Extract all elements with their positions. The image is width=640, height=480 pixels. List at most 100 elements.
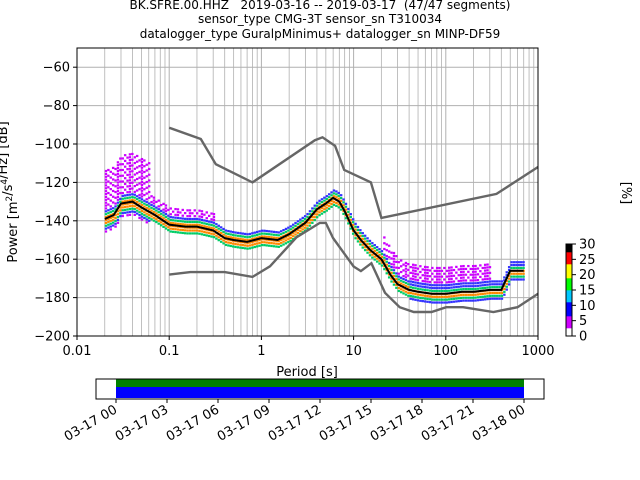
psd-cell	[222, 239, 225, 242]
psd-cell	[431, 295, 434, 298]
psd-cell	[517, 266, 520, 270]
psd-cell	[157, 199, 160, 202]
psd-cell	[212, 221, 216, 224]
psd-cell	[318, 211, 321, 214]
psd-cell	[291, 223, 295, 226]
psd-cell	[275, 233, 278, 237]
psd-cell	[147, 185, 151, 188]
psd-cell	[327, 193, 331, 196]
psd-cell	[479, 284, 482, 287]
psd-cell	[111, 218, 115, 221]
psd-cell	[253, 240, 256, 243]
psd-cell	[135, 195, 139, 198]
psd-cell	[397, 266, 400, 270]
psd-cell	[476, 287, 480, 290]
psd-cell	[483, 283, 487, 287]
psd-cell	[121, 200, 124, 203]
psd-cell	[162, 208, 165, 211]
psd-cell	[104, 172, 108, 175]
psd-cell	[174, 213, 177, 216]
psd-cell	[404, 284, 408, 288]
psd-cell	[140, 215, 144, 218]
psd-cell	[438, 289, 441, 293]
psd-cell	[231, 242, 235, 245]
psd-cell	[143, 170, 146, 174]
psd-cell	[181, 220, 184, 223]
psd-cell	[344, 205, 348, 208]
psd-cell	[203, 222, 206, 225]
psd-cell	[450, 280, 453, 283]
psd-cell	[493, 286, 496, 289]
psd-cell	[116, 201, 120, 204]
psd-cell	[143, 188, 146, 191]
psd-cell	[512, 261, 516, 264]
psd-cell	[243, 244, 247, 247]
psd-cell	[459, 288, 463, 291]
psd-cell	[270, 233, 273, 236]
colorbar-cell	[566, 284, 572, 287]
psd-cell	[239, 246, 242, 249]
psd-cell	[354, 237, 357, 240]
psd-cell	[378, 250, 381, 254]
colorbar-tick-label: 30	[579, 238, 596, 253]
psd-cell	[493, 291, 496, 295]
psd-cell	[119, 209, 122, 212]
colorbar-cell	[566, 316, 572, 319]
psd-cell	[147, 196, 151, 199]
psd-cell	[505, 288, 508, 291]
psd-cell	[423, 300, 427, 303]
psd-cell	[212, 227, 216, 230]
psd-cell	[135, 160, 139, 163]
colorbar-cell	[566, 292, 572, 295]
psd-cell	[183, 229, 187, 232]
psd-cell	[483, 278, 487, 281]
psd-cell	[462, 296, 465, 299]
psd-cell	[491, 297, 494, 300]
colorbar-cell	[566, 300, 572, 303]
psd-cell	[191, 232, 194, 235]
psd-cell	[510, 266, 513, 270]
psd-cell	[193, 226, 196, 229]
psd-cell	[107, 168, 110, 172]
psd-cell	[131, 196, 134, 199]
psd-cell	[126, 205, 129, 208]
psd-cell	[159, 215, 163, 218]
psd-cell	[423, 268, 427, 271]
psd-cell	[277, 237, 280, 240]
psd-cell	[114, 225, 117, 228]
psd-cell	[251, 243, 254, 246]
psd-cell	[186, 232, 189, 235]
psd-cell	[135, 198, 139, 201]
psd-cell	[409, 297, 412, 300]
psd-cell	[397, 278, 400, 281]
psd-cell	[145, 175, 148, 178]
psd-cell	[392, 260, 396, 263]
psd-cell	[128, 164, 132, 167]
psd-cell	[128, 213, 132, 216]
psd-cell	[135, 212, 139, 215]
psd-cell	[474, 267, 477, 270]
colorbar-cell	[566, 294, 572, 297]
psd-cell	[407, 274, 410, 277]
psd-cell	[491, 280, 494, 283]
psd-cell	[239, 237, 242, 241]
psd-cell	[392, 274, 396, 278]
psd-cell	[486, 263, 489, 266]
x-tick-label: 1000	[521, 344, 554, 359]
psd-cell	[217, 239, 220, 242]
psd-cell	[503, 276, 506, 279]
psd-cell	[138, 196, 141, 199]
psd-cell	[229, 233, 232, 236]
psd-cell	[481, 272, 484, 275]
psd-cell	[205, 222, 208, 226]
psd-cell	[128, 207, 132, 211]
psd-cell	[179, 228, 182, 231]
psd-cell	[128, 179, 132, 182]
psd-cell	[474, 285, 477, 288]
psd-cell	[140, 178, 144, 181]
psd-cell	[236, 237, 240, 240]
psd-cell	[133, 173, 136, 176]
psd-cell	[123, 177, 127, 180]
psd-cell	[246, 241, 249, 245]
psd-cell	[131, 201, 134, 205]
